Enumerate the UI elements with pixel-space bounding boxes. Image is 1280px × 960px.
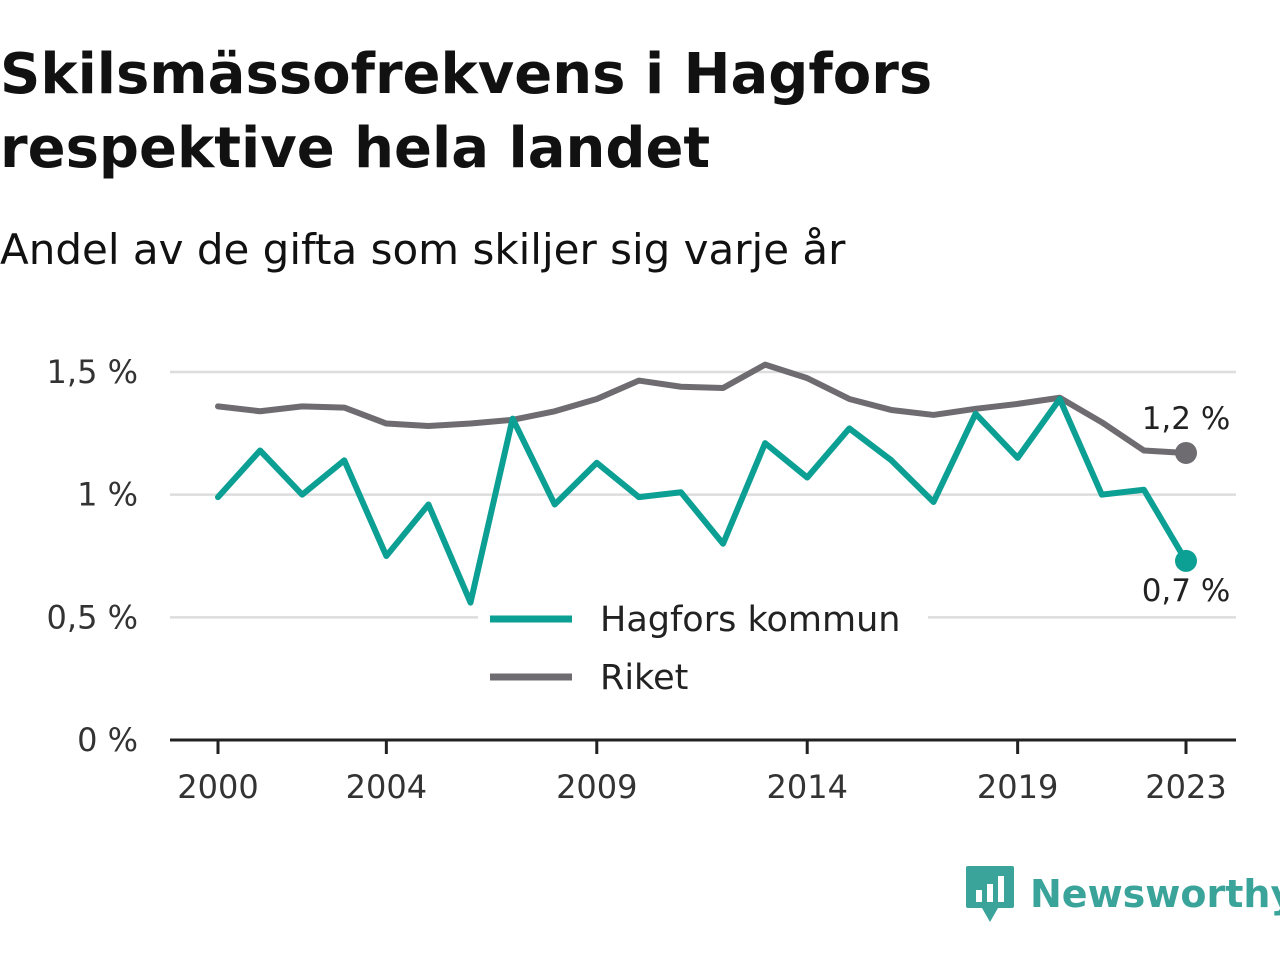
end-point-riket bbox=[1175, 441, 1197, 464]
bar-chart-badge-icon bbox=[966, 866, 1014, 922]
end-label-hagfors: 0,7 % bbox=[1142, 573, 1231, 609]
x-tick-label: 2000 bbox=[177, 768, 258, 806]
legend-label-riket: Riket bbox=[600, 658, 688, 698]
y-tick-label: 1,5 % bbox=[47, 353, 138, 391]
y-tick-label: 0 % bbox=[77, 721, 138, 759]
y-tick-label: 0,5 % bbox=[47, 598, 138, 636]
x-tick-label: 2009 bbox=[556, 768, 637, 806]
legend-background bbox=[478, 580, 928, 708]
series-line-riket bbox=[215, 361, 1189, 456]
end-point-hagfors bbox=[1175, 549, 1197, 572]
legend-label-hagfors: Hagfors kommun bbox=[600, 600, 900, 640]
brand-name: Newsworthy bbox=[1030, 872, 1280, 916]
x-tick-label: 2019 bbox=[977, 768, 1058, 806]
x-tick-label: 2023 bbox=[1145, 768, 1226, 806]
end-label-riket: 1,2 % bbox=[1142, 401, 1231, 437]
series-line-hagfors bbox=[215, 395, 1189, 606]
x-tick-label: 2014 bbox=[766, 768, 847, 806]
brand-logo: Newsworthy bbox=[964, 864, 1280, 924]
x-tick-label: 2004 bbox=[346, 768, 427, 806]
chart-subtitle: Andel av de gifta som skiljer sig varje … bbox=[0, 225, 846, 274]
y-tick-label: 1 % bbox=[77, 476, 138, 514]
chart-title: Skilsmässofrekvens i Hagfors respektive … bbox=[0, 42, 933, 181]
